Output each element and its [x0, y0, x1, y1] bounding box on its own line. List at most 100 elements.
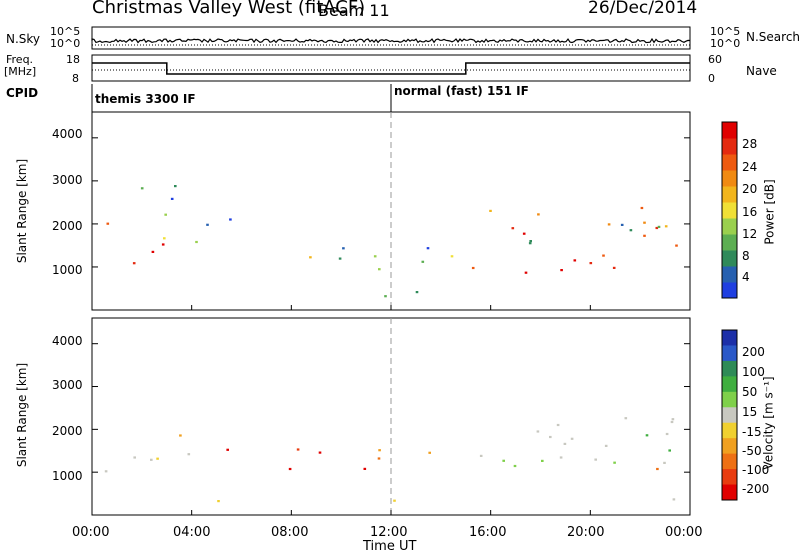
velocity-cell — [645, 434, 649, 437]
vel-cb-tick-m50: -50 — [742, 444, 762, 458]
power-cb-tick-12: 12 — [742, 227, 758, 241]
power-colorbar-frame — [721, 121, 738, 299]
power-colorbar-segment — [722, 186, 737, 203]
xtick-1600: 16:00 — [469, 525, 507, 540]
velocity-heatmap-cells — [104, 417, 676, 503]
velocity-frame — [91, 317, 691, 516]
velocity-cell — [663, 461, 666, 464]
velocity-cell — [670, 420, 674, 424]
velocity-colorbar-segment — [722, 484, 737, 501]
vel-ytick-2000: 2000 — [52, 424, 83, 438]
velocity-colorbar-segment — [722, 391, 737, 408]
power-colorbar-segment — [722, 234, 737, 251]
power-cell — [560, 269, 563, 272]
power-cell — [164, 213, 167, 216]
power-cell — [450, 255, 454, 258]
power-ytick-4000: 4000 — [52, 127, 83, 141]
power-colorbar-segment — [722, 170, 737, 187]
velocity-colorbar-frame — [721, 329, 738, 501]
velocity-colorbar-segment — [722, 453, 737, 470]
power-cell — [373, 255, 377, 258]
velocity-cell — [672, 498, 676, 501]
x-axis-label: Time UT — [363, 539, 417, 554]
power-cell — [342, 247, 345, 250]
nave-tick-top: 60 — [708, 53, 722, 66]
power-cell — [471, 266, 475, 270]
power-cell — [338, 257, 342, 260]
power-cell — [421, 260, 425, 263]
velocity-colorbar-segment — [722, 438, 737, 455]
power-cell — [589, 262, 593, 265]
velocity-cell — [133, 456, 136, 459]
velocity-cell — [296, 448, 300, 451]
power-colorbar-segment — [722, 138, 737, 155]
xtick-0800: 08:00 — [271, 525, 309, 540]
station-title: Christmas Valley West (fitACF) — [92, 0, 366, 18]
power-cb-tick-28: 28 — [742, 137, 758, 151]
velocity-cell — [428, 451, 431, 454]
power-frame — [91, 111, 691, 311]
power-cell — [643, 234, 646, 237]
power-cell — [511, 227, 515, 230]
power-cb-tick-8: 8 — [742, 249, 750, 263]
power-cell — [607, 223, 611, 226]
power-ytick-3000: 3000 — [52, 173, 83, 187]
power-cell — [161, 243, 165, 246]
nsky-tick-bottom: 10^0 — [50, 37, 81, 50]
velocity-colorbar-segment — [722, 360, 737, 377]
nsearch-tick-bottom: 10^0 — [710, 37, 741, 50]
velocity-cell — [104, 470, 108, 473]
velocity-cell — [179, 434, 182, 437]
velocity-cell — [377, 457, 381, 460]
vel-cb-tick-m15: -15 — [742, 425, 762, 439]
nsky-label: N.Sky — [6, 32, 41, 46]
beam-label: Beam 11 — [318, 1, 390, 20]
velocity-cell — [613, 461, 616, 464]
power-cell — [309, 256, 312, 259]
xtick-0400: 04:00 — [173, 525, 211, 540]
power-cell — [415, 291, 419, 294]
cpid-segment-1: themis 3300 IF — [95, 92, 196, 106]
power-cb-tick-16: 16 — [742, 205, 758, 219]
velocity-colorbar-segment — [722, 345, 737, 362]
power-cell — [195, 240, 198, 244]
xtick-0000: 00:00 — [72, 525, 110, 540]
power-cell — [537, 213, 540, 216]
velocity-cell — [513, 464, 517, 468]
power-heatmap-cells — [106, 185, 678, 298]
velocity-cell — [479, 454, 483, 457]
velocity-cell — [150, 458, 153, 461]
cpid-segment-2: normal (fast) 151 IF — [394, 84, 529, 98]
nsky-trace — [91, 37, 691, 44]
power-cb-tick-4: 4 — [742, 270, 750, 284]
vel-ytick-3000: 3000 — [52, 378, 83, 392]
power-cell — [151, 250, 155, 253]
velocity-cell — [156, 457, 159, 460]
power-cell — [384, 295, 387, 298]
vel-cb-tick-200: 200 — [742, 345, 765, 359]
power-cell — [170, 197, 174, 200]
power-cell — [163, 237, 166, 240]
freq-label: Freq. — [6, 53, 34, 66]
power-cell — [426, 247, 430, 250]
velocity-colorbar-segment — [722, 422, 737, 439]
xtick-2400: 00:00 — [665, 525, 703, 540]
power-cell — [206, 223, 209, 226]
power-cell — [229, 218, 232, 221]
power-colorbar-segment — [722, 154, 737, 171]
power-cell — [174, 185, 177, 188]
power-cell — [524, 271, 528, 274]
velocity-cell — [656, 467, 659, 471]
vel-cb-tick-50: 50 — [742, 385, 758, 399]
vel-cb-tick-m200: -200 — [742, 482, 770, 496]
power-cell — [106, 222, 110, 225]
power-cell — [612, 266, 616, 269]
axis-marks — [91, 121, 738, 515]
power-cell — [528, 242, 532, 245]
power-colorbar-segment — [722, 122, 737, 139]
velocity-cell — [393, 499, 396, 502]
velocity-cell — [226, 448, 229, 451]
power-ytick-1000: 1000 — [52, 263, 83, 277]
nsky-frame — [91, 26, 691, 50]
power-cb-label: Power [dB] — [762, 179, 777, 245]
